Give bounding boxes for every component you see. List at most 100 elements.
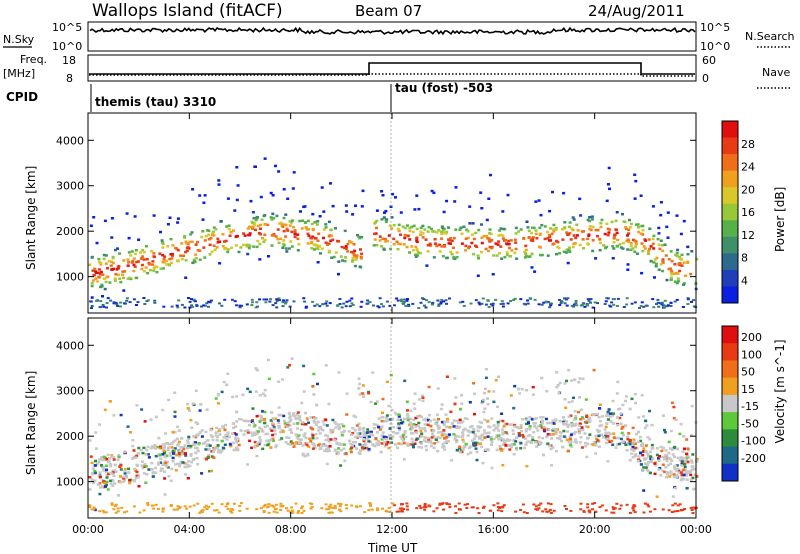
scatter-cell — [476, 429, 480, 433]
scatter-cell — [281, 225, 285, 228]
scatter-cell — [618, 243, 622, 246]
scatter-cell — [109, 465, 113, 468]
scatter-cell — [682, 462, 686, 466]
scatter-cell — [675, 254, 679, 258]
scatter-cell — [421, 394, 425, 397]
scatter-cell — [110, 472, 114, 475]
scatter-cell — [408, 423, 411, 427]
scatter-cell — [340, 306, 344, 309]
scatter-cell — [371, 371, 375, 374]
scatter-cell — [232, 448, 236, 452]
scatter-cell — [191, 261, 195, 265]
scatter-cell — [686, 253, 690, 256]
scatter-cell — [147, 453, 150, 456]
scatter-cell — [548, 239, 551, 242]
scatter-cell — [367, 447, 371, 451]
scatter-cell — [123, 270, 127, 273]
scatter-cell — [682, 261, 686, 264]
scatter-cell — [304, 436, 308, 440]
scatter-cell — [234, 425, 238, 428]
scatter-cell — [465, 507, 469, 509]
scatter-cell — [231, 395, 235, 399]
scatter-cell — [363, 444, 367, 447]
scatter-cell — [618, 507, 622, 510]
scatter-cell — [685, 456, 689, 459]
scatter-cell — [329, 239, 333, 242]
scatter-cell — [349, 448, 353, 451]
scatter-cell — [206, 456, 210, 459]
scatter-cell — [616, 423, 619, 427]
scatter-cell — [415, 437, 419, 441]
scatter-cell — [412, 423, 416, 426]
scatter-cell — [604, 246, 607, 250]
scatter-cell — [316, 220, 320, 223]
scatter-cell — [248, 423, 251, 427]
scatter-cell — [234, 433, 238, 436]
scatter-cell — [641, 224, 645, 228]
scatter-cell — [621, 403, 625, 407]
scatter-cell — [306, 232, 310, 236]
scatter-cell — [503, 441, 506, 445]
scatter-cell — [640, 242, 644, 245]
scatter-cell — [591, 225, 595, 229]
scatter-cell — [573, 378, 577, 381]
scatter-cell — [461, 448, 465, 451]
scatter-cell — [427, 226, 431, 229]
scatter-cell — [292, 171, 296, 174]
scatter-cell — [600, 424, 603, 427]
scatter-cell — [647, 454, 650, 458]
scatter-cell — [374, 437, 378, 441]
scatter-cell — [624, 443, 628, 446]
scatter-cell — [105, 474, 109, 477]
scatter-cell — [476, 254, 480, 257]
scatter-cell — [350, 250, 354, 254]
scatter-cell — [252, 422, 256, 425]
scatter-cell — [194, 446, 198, 450]
scatter-cell — [426, 423, 430, 427]
scatter-cell — [575, 304, 579, 307]
scatter-cell — [213, 509, 217, 512]
scatter-cell — [118, 305, 122, 308]
scatter-cell — [555, 239, 558, 243]
scatter-cell — [683, 459, 686, 463]
scatter-cell — [279, 509, 283, 511]
scatter-cell — [522, 435, 526, 439]
scatter-cell — [394, 196, 397, 199]
scatter-cell — [275, 511, 279, 514]
scatter-cell — [108, 400, 112, 403]
scatter-cell — [455, 440, 458, 444]
scatter-cell — [410, 427, 414, 430]
scatter-cell — [200, 429, 204, 432]
scatter-cell — [470, 241, 474, 245]
scatter-cell — [266, 506, 270, 509]
scatter-cell — [278, 299, 282, 302]
scatter-cell — [103, 287, 107, 291]
scatter-cell — [282, 299, 285, 302]
scatter-cell — [541, 419, 544, 422]
scatter-cell — [329, 503, 333, 506]
scatter-cell — [372, 304, 375, 307]
scatter-cell — [167, 443, 171, 446]
scatter-cell — [571, 228, 575, 232]
scatter-cell — [618, 416, 622, 420]
scatter-cell — [552, 223, 556, 227]
scatter-cell — [397, 415, 401, 418]
scatter-cell — [279, 430, 283, 434]
scatter-cell — [670, 259, 674, 263]
scatter-cell — [94, 447, 98, 450]
scatter-cell — [350, 433, 354, 436]
scatter-cell — [675, 469, 679, 473]
scatter-cell — [353, 264, 357, 268]
scatter-cell — [382, 248, 386, 251]
scatter-cell — [575, 441, 578, 444]
scatter-cell — [615, 443, 619, 446]
scatter-cell — [221, 245, 225, 248]
scatter-cell — [267, 255, 270, 258]
scatter-cell — [326, 243, 330, 246]
scatter-cell — [693, 473, 697, 477]
scatter-cell — [115, 303, 119, 306]
scatter-cell — [414, 425, 418, 428]
scatter-cell — [92, 481, 96, 485]
nave-label: Nave — [762, 66, 790, 79]
scatter-cell — [550, 464, 554, 467]
